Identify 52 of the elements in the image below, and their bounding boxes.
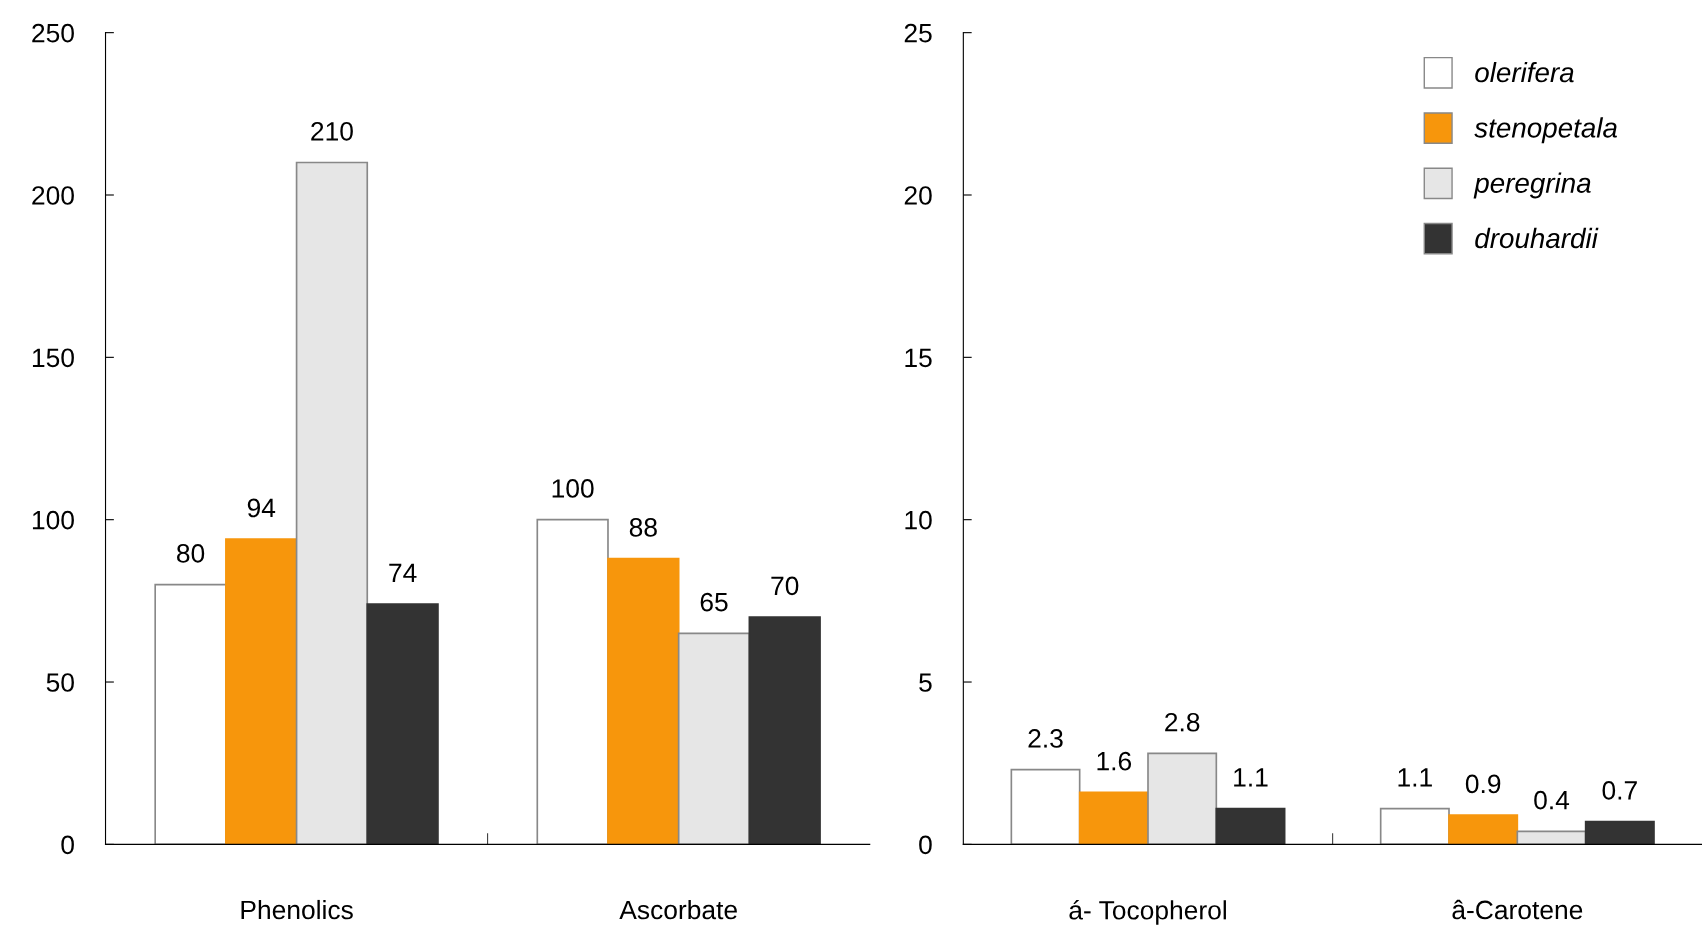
legend-label: drouhardii [1475, 227, 1599, 249]
bar [536, 518, 609, 845]
y-tick-label: 0 [919, 835, 932, 855]
bar [1584, 820, 1655, 845]
bar [677, 632, 751, 845]
bar [154, 583, 227, 845]
y-tick-label: 0 [61, 835, 74, 855]
data-label: 70 [771, 576, 799, 596]
bar [748, 616, 821, 845]
bar [1516, 830, 1587, 845]
data-label: 1.1 [1234, 768, 1268, 787]
x-tick-label: Phenolics [241, 899, 353, 920]
y-tick-label: 200 [32, 186, 74, 205]
bar [607, 557, 680, 845]
data-label: 74 [389, 563, 417, 582]
y-tick-label: 25 [904, 23, 932, 43]
bar [225, 538, 298, 845]
data-label: 0.7 [1602, 781, 1637, 800]
bar [1147, 752, 1218, 845]
data-label: 2.8 [1165, 712, 1200, 732]
legend-label: peregrina [1473, 172, 1591, 199]
data-label: 65 [700, 592, 728, 612]
bar [295, 161, 369, 845]
y-tick-label: 20 [904, 186, 932, 205]
data-label: 94 [247, 498, 276, 518]
data-label: 1.6 [1097, 751, 1132, 771]
y-tick-label: 10 [905, 510, 932, 530]
data-label: 0.9 [1465, 774, 1501, 794]
bar [1379, 807, 1450, 845]
data-label: 210 [311, 121, 353, 141]
data-label: 100 [552, 479, 594, 498]
data-label: 2.3 [1028, 729, 1063, 748]
x-tick-label: â-Carotene [1452, 899, 1583, 920]
y-tick-label: 100 [32, 510, 74, 530]
bar [366, 603, 439, 845]
y-tick-label: 50 [46, 673, 74, 692]
y-tick-label: 15 [905, 348, 932, 368]
bar [1078, 791, 1149, 845]
legend-label: stenopetala [1474, 117, 1617, 144]
legend-label: olerifera [1475, 61, 1574, 83]
data-label: 0.4 [1534, 790, 1570, 810]
data-label: 1.1 [1398, 768, 1432, 787]
bar [1215, 807, 1286, 845]
bar [1448, 814, 1519, 845]
bar [1010, 768, 1081, 845]
y-tick-label: 5 [919, 673, 932, 692]
data-label: 80 [177, 544, 205, 563]
data-label: 88 [629, 518, 657, 537]
y-tick-label: 150 [32, 348, 74, 368]
x-tick-label: á- Tocopherol [1069, 899, 1226, 925]
x-tick-label: Ascorbate [619, 899, 737, 920]
y-tick-label: 250 [32, 23, 74, 43]
